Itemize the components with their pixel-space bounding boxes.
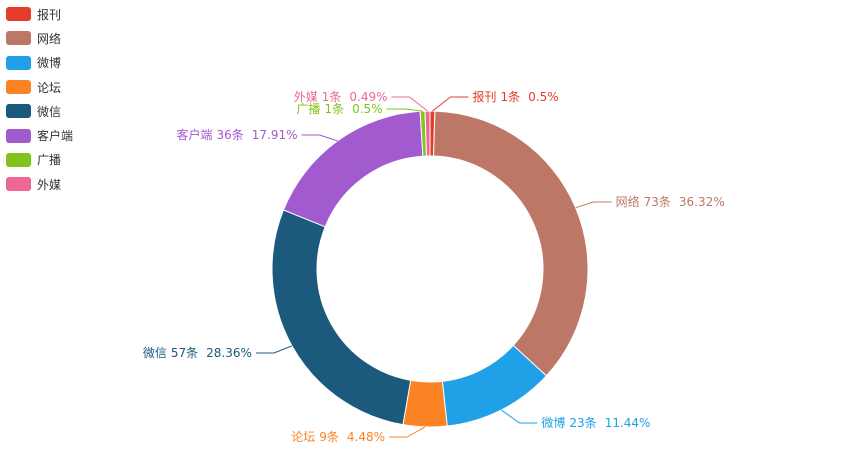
legend-label: 微博 xyxy=(37,56,62,71)
data-label-count: 1 xyxy=(322,90,330,104)
donut-slice[interactable] xyxy=(433,110,589,377)
data-label-name: 客户端 xyxy=(176,127,212,142)
data-label: 报刊 1条 0.5% xyxy=(472,89,558,104)
legend-label: 论坛 xyxy=(37,80,62,95)
legend-label: 外媒 xyxy=(37,177,62,192)
legend-item[interactable]: 外媒 xyxy=(6,172,73,196)
legend-swatch xyxy=(6,104,31,119)
data-label-unit: 条 xyxy=(186,346,198,360)
data-label-percent: 0.5% xyxy=(528,90,559,104)
data-label-name: 网络 xyxy=(616,194,640,209)
data-label: 微信 57条 28.36% xyxy=(143,346,252,360)
data-label-unit: 条 xyxy=(585,416,597,430)
legend-label: 网络 xyxy=(37,31,62,46)
data-label: 论坛 9条 4.48% xyxy=(291,430,385,444)
data-label-name: 广播 xyxy=(296,102,320,116)
data-label-percent: 11.44% xyxy=(605,416,651,430)
data-label-count: 1 xyxy=(324,102,332,116)
data-label-name: 论坛 xyxy=(291,430,315,444)
data-label-percent: 17.91% xyxy=(252,128,298,142)
legend-swatch xyxy=(6,7,31,22)
donut-slice[interactable] xyxy=(271,209,412,426)
leader-line xyxy=(255,345,293,354)
legend-label: 广播 xyxy=(37,153,62,168)
data-label-unit: 条 xyxy=(659,195,671,209)
data-label-unit: 条 xyxy=(508,90,520,104)
legend-item[interactable]: 广播 xyxy=(6,148,73,172)
data-label-count: 57 xyxy=(171,346,186,360)
leader-line xyxy=(391,96,428,112)
legend-item[interactable]: 论坛 xyxy=(6,75,73,99)
legend-swatch xyxy=(6,177,31,192)
data-label-percent: 36.32% xyxy=(679,195,725,209)
leader-line xyxy=(432,96,469,112)
data-label: 外媒 1条 0.49% xyxy=(294,90,388,104)
legend-label: 微信 xyxy=(37,104,62,119)
data-label: 微博 23条 11.44% xyxy=(541,415,650,430)
data-label-percent: 0.5% xyxy=(352,102,383,116)
leader-line xyxy=(389,426,426,438)
data-label-unit: 条 xyxy=(232,128,244,142)
legend-label: 客户端 xyxy=(37,129,74,144)
legend-swatch xyxy=(6,80,31,95)
legend-item[interactable]: 报刊 xyxy=(6,2,73,26)
data-label-count: 36 xyxy=(216,128,231,142)
data-label-percent: 4.48% xyxy=(347,430,385,444)
legend-item[interactable]: 客户端 xyxy=(6,123,73,147)
data-label-name: 微博 xyxy=(541,415,565,430)
data-label-unit: 条 xyxy=(329,90,341,104)
legend-swatch xyxy=(6,128,31,143)
leader-line xyxy=(501,409,538,424)
legend-label: 报刊 xyxy=(37,7,62,22)
legend-swatch xyxy=(6,152,31,167)
legend-swatch xyxy=(6,31,31,46)
data-label: 网络 73条 36.32% xyxy=(616,194,725,209)
data-label-count: 1 xyxy=(500,90,508,104)
leader-line xyxy=(575,201,612,209)
donut-slice[interactable] xyxy=(282,110,424,228)
data-label-count: 9 xyxy=(319,430,327,444)
data-label-name: 外媒 xyxy=(294,90,318,104)
data-label-percent: 0.49% xyxy=(349,90,387,104)
data-label: 客户端 36条 17.91% xyxy=(176,127,297,142)
leader-line xyxy=(386,108,423,112)
donut-slice[interactable] xyxy=(424,110,431,157)
data-label: 广播 1条 0.5% xyxy=(296,102,382,116)
data-label-unit: 条 xyxy=(327,430,339,444)
leader-line xyxy=(301,134,338,142)
data-label-name: 报刊 xyxy=(472,89,496,104)
legend-item[interactable]: 微信 xyxy=(6,99,73,123)
data-label-name: 微信 xyxy=(143,346,167,360)
data-label-percent: 28.36% xyxy=(206,346,252,360)
data-label-unit: 条 xyxy=(332,102,344,116)
legend-item[interactable]: 网络 xyxy=(6,26,73,50)
legend-swatch xyxy=(6,55,31,70)
legend-item[interactable]: 微博 xyxy=(6,51,73,75)
data-label-count: 73 xyxy=(644,195,659,209)
data-label-count: 23 xyxy=(569,416,584,430)
chart-legend: 报刊网络微博论坛微信客户端广播外媒 xyxy=(6,2,73,196)
